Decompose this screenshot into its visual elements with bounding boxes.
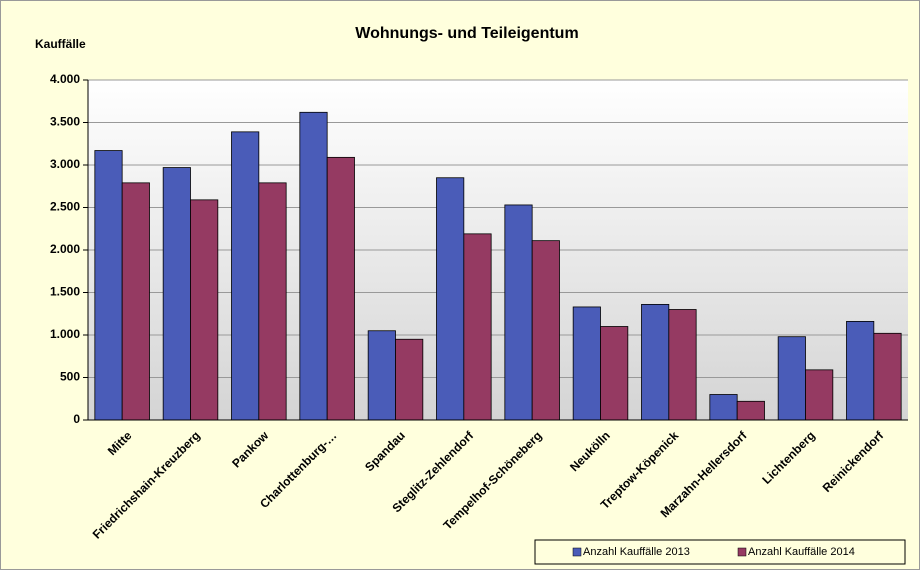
bar <box>531 240 560 421</box>
bar <box>805 369 834 421</box>
bar <box>846 320 875 421</box>
chart-title: Wohnungs- und Teileigentum <box>355 25 578 42</box>
bar <box>873 332 902 421</box>
legend-label: Anzahl Kauffälle 2014 <box>748 546 855 558</box>
bar <box>600 326 629 421</box>
bar <box>190 199 219 421</box>
bar <box>668 309 697 421</box>
bar <box>641 303 670 421</box>
legend-swatch <box>737 547 747 557</box>
y-tick-label: 1.000 <box>50 327 80 341</box>
bar <box>299 111 328 421</box>
bar <box>231 131 260 421</box>
bar <box>367 330 396 421</box>
y-tick-label: 3.500 <box>50 115 80 129</box>
bar <box>94 150 123 421</box>
bar <box>777 336 806 421</box>
legend-label: Anzahl Kauffälle 2013 <box>583 546 690 558</box>
y-tick-label: 4.000 <box>50 72 80 86</box>
bar <box>572 306 601 421</box>
bar <box>121 182 150 421</box>
bar <box>395 338 424 421</box>
legend-box <box>534 539 906 565</box>
y-tick-label: 3.000 <box>50 157 80 171</box>
bar <box>709 394 738 421</box>
y-axis-label: Kauffälle <box>35 37 86 51</box>
bar <box>736 400 765 421</box>
y-tick-label: 0 <box>73 412 80 426</box>
y-tick-label: 2.000 <box>50 242 80 256</box>
y-tick-label: 500 <box>60 370 80 384</box>
bar <box>504 204 533 421</box>
bar <box>162 167 191 421</box>
bar <box>258 182 287 421</box>
legend-swatch <box>572 547 582 557</box>
bar <box>326 156 355 421</box>
y-tick-label: 2.500 <box>50 200 80 214</box>
bar <box>463 233 492 421</box>
bar <box>436 177 465 421</box>
y-tick-label: 1.500 <box>50 285 80 299</box>
